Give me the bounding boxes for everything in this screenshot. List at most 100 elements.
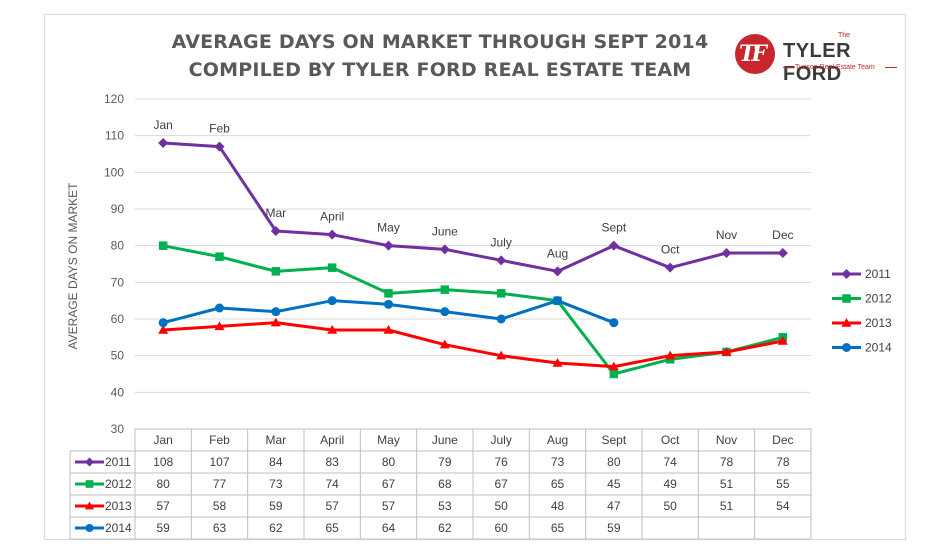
data-label: June: [432, 224, 458, 238]
data-label: Jan: [153, 118, 172, 132]
point-2011: [777, 248, 788, 258]
legend-label: 2012: [865, 292, 892, 306]
table-cell: 80: [607, 455, 621, 469]
x-tick-label: Sept: [601, 433, 626, 447]
table-cell: 65: [325, 521, 339, 535]
table-cell: 67: [494, 477, 508, 491]
point-2013: [608, 361, 619, 371]
point-2012: [158, 241, 168, 250]
point-2014: [327, 296, 337, 306]
x-tick-label: Jan: [153, 433, 172, 447]
table-cell: 50: [494, 499, 508, 513]
legend-marker-2011: [841, 269, 852, 279]
x-tick-label: Mar: [265, 433, 286, 447]
table-cell: 67: [382, 477, 396, 491]
table-cell: 78: [720, 455, 734, 469]
table-cell: 59: [269, 499, 283, 513]
tyler-ford-logo: TF The TYLER FORD Tucson Real Estate Tea…: [735, 32, 900, 85]
table-cell: 80: [156, 477, 170, 491]
data-label: Oct: [661, 243, 680, 257]
y-tick-label: 60: [111, 312, 125, 326]
table-cell: 77: [213, 477, 227, 491]
table-key-marker-2013: [85, 501, 94, 510]
point-2014: [496, 314, 506, 324]
table-cell: 58: [213, 499, 227, 513]
data-label: Nov: [716, 228, 737, 242]
table-cell: 107: [209, 455, 229, 469]
logo-mark-icon: TF: [735, 34, 775, 74]
table-cell: 64: [382, 521, 396, 535]
point-2013: [665, 350, 676, 360]
table-cell: 79: [438, 455, 452, 469]
table-cell: 50: [663, 499, 677, 513]
point-2011: [439, 244, 450, 255]
table-cell: 59: [607, 521, 621, 535]
logo-name-text: TYLER FORD: [783, 40, 852, 85]
table-cell: 73: [269, 477, 283, 491]
x-tick-label: Dec: [772, 433, 793, 447]
logo-rule-left: [783, 67, 793, 68]
x-tick-label: June: [432, 433, 458, 447]
table-cell: 57: [382, 499, 396, 513]
x-tick-label: Oct: [661, 433, 680, 447]
table-cell: 62: [438, 521, 452, 535]
point-2011: [552, 266, 563, 277]
x-tick-label: April: [320, 433, 344, 447]
table-series-label: 2014: [105, 521, 132, 535]
table-cell: 63: [213, 521, 227, 535]
logo-rule-right: [885, 67, 897, 68]
point-2014: [158, 318, 168, 328]
data-label: Aug: [547, 246, 568, 260]
table-cell: 65: [551, 477, 565, 491]
point-2013: [496, 350, 507, 360]
point-2012: [609, 369, 619, 379]
point-2014: [440, 307, 450, 317]
point-2013: [383, 325, 394, 334]
y-tick-label: 110: [105, 129, 124, 143]
point-2011: [665, 262, 676, 273]
point-2012: [384, 289, 393, 298]
series-line-2012: [162, 244, 784, 376]
y-tick-label: 70: [111, 275, 125, 289]
point-2011: [608, 240, 619, 251]
point-2012: [215, 252, 224, 261]
table-cell: 68: [438, 477, 452, 491]
data-label: Mar: [265, 206, 286, 220]
point-2012: [271, 267, 281, 276]
table-series-label: 2011: [105, 455, 131, 469]
point-2013: [721, 347, 732, 356]
chart-title-line2: COMPILED BY TYLER FORD REAL ESTATE TEAM: [188, 59, 692, 81]
table-cell: 51: [720, 499, 734, 513]
legend-label: 2014: [865, 341, 892, 355]
table-cell: 45: [607, 477, 621, 491]
data-label: May: [377, 221, 400, 235]
table-cell: 49: [663, 477, 677, 491]
point-2014: [271, 307, 281, 317]
data-label: April: [320, 210, 344, 224]
series-line-2011: [163, 141, 783, 273]
y-tick-label: 120: [104, 92, 124, 106]
table-cell: 54: [776, 499, 790, 513]
table-cell: 84: [269, 455, 283, 469]
logo-the-text: The: [838, 32, 851, 39]
legend-marker-2014: [842, 343, 851, 352]
y-tick-label: 50: [111, 349, 125, 363]
table-cell: 74: [325, 477, 339, 491]
series-line-2013: [163, 321, 784, 369]
table-key-marker-2012: [85, 480, 94, 488]
y-tick-label: 80: [111, 239, 125, 253]
table-cell: 78: [776, 455, 790, 469]
table-cell: 65: [551, 521, 565, 535]
point-2013: [439, 339, 450, 349]
table-series-label: 2013: [105, 499, 132, 513]
table-cell: 60: [494, 521, 508, 535]
table-cell: 55: [776, 477, 790, 491]
table-key-marker-2014: [85, 523, 94, 533]
y-tick-label: 100: [104, 165, 124, 179]
x-tick-label: Feb: [209, 433, 230, 447]
y-tick-label: 90: [111, 202, 125, 216]
legend-label: 2011: [865, 267, 891, 281]
point-2011: [214, 141, 225, 152]
table-cell: 59: [156, 521, 170, 535]
